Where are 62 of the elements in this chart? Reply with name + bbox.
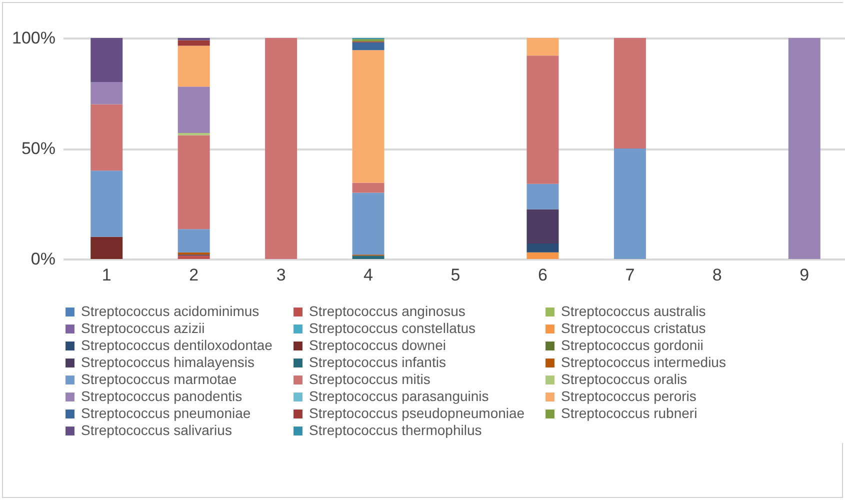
legend-label: Streptococcus thermophilus [309,422,482,438]
legend-label: Streptococcus acidominimus [81,303,260,319]
x-tick-label: 6 [538,266,548,284]
x-tick-label: 1 [102,266,112,284]
bar [90,170,123,237]
bar [352,50,384,183]
bar [90,104,123,171]
bar [352,42,384,50]
bar [526,38,559,56]
x-tick-label: 8 [712,266,722,284]
legend-label: Streptococcus oralis [561,371,688,387]
bar [352,182,384,193]
bar [90,38,123,82]
bar [178,86,210,134]
legend-label: Streptococcus pseudopneumoniae [309,405,525,421]
legend-label: Streptococcus salivarius [81,422,232,438]
x-tick-label: 2 [189,266,199,284]
legend-label: Streptococcus cristatus [561,320,706,336]
bar [614,38,646,148]
bar [178,46,210,87]
legend-label: Streptococcus dentiloxodontae [81,337,273,353]
bar [90,82,123,104]
x-tick-label: 9 [800,266,810,284]
legend-label: Streptococcus anginosus [309,303,466,319]
legend-label: Streptococcus constellatus [309,320,476,336]
bar [90,236,123,259]
bar [614,148,646,259]
y-tick-label: 0% [30,250,56,268]
x-tick-label: 4 [364,266,374,284]
legend-label: Streptococcus himalayensis [81,354,255,370]
legend-label: Streptococcus mitis [309,371,430,387]
legend-label: Streptococcus australis [561,303,706,319]
legend-label: Streptococcus intermedius [561,354,726,370]
x-tick-label: 7 [625,266,635,284]
bar [352,256,384,259]
bar [178,229,210,252]
y-tick-label: 100% [12,28,56,48]
bar [178,135,210,230]
bar [526,56,559,184]
bar [526,209,559,244]
x-tick-label: 5 [450,266,460,284]
legend-label: Streptococcus infantis [309,354,446,370]
bar [178,252,210,255]
bar [526,244,559,252]
y-tick-label: 50% [21,139,56,158]
legend-label: Streptococcus downei [309,337,446,353]
legend-label: Streptococcus peroris [561,388,696,404]
legend-label: Streptococcus marmotae [81,371,237,387]
bar [526,252,559,259]
bar [788,38,820,259]
bar [265,38,298,259]
bar [526,184,559,210]
legend-label: Streptococcus parasanguinis [309,388,489,404]
legend-label: Streptococcus rubneri [561,405,698,421]
bar [178,256,210,259]
x-tick-label: 3 [276,266,286,284]
bar [352,192,384,255]
legend-label: Streptococcus azizii [81,320,205,336]
legend-label: Streptococcus pneumoniae [81,405,251,421]
legend-label: Streptococcus panodentis [81,388,242,404]
bar [178,40,210,46]
legend-label: Streptococcus gordonii [561,337,704,353]
